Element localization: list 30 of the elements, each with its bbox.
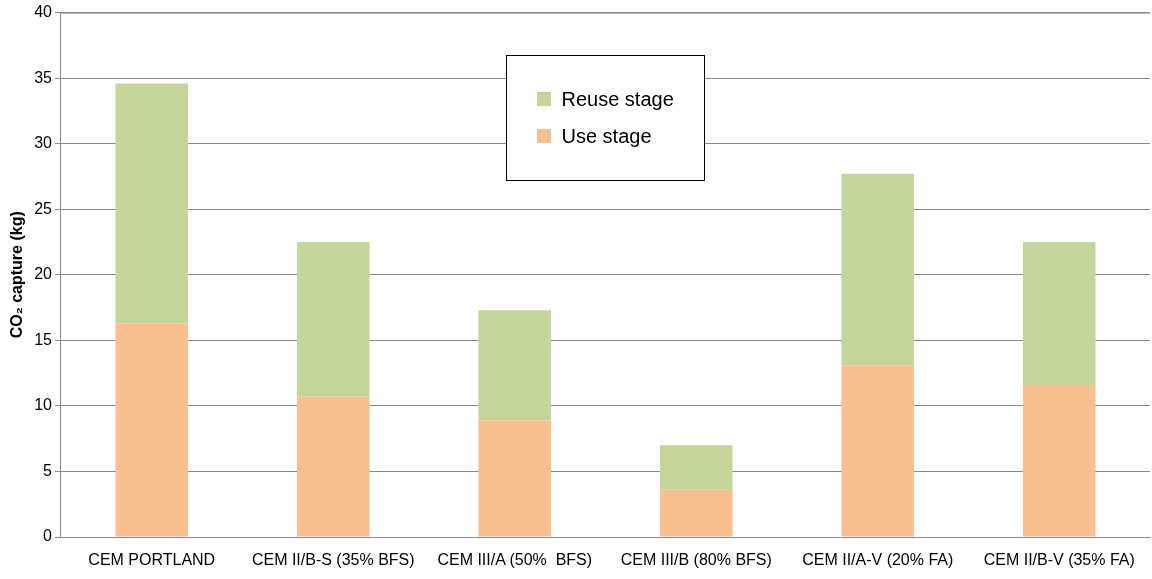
x-tick-label: CEM II/A-V (20% FA) — [802, 551, 954, 569]
y-tick-label: 35 — [34, 68, 53, 86]
legend-label: Reuse stage — [561, 87, 674, 111]
legend-label: Use stage — [561, 124, 652, 148]
bar — [659, 445, 733, 490]
x-tick-label: CEM II/B-V (35% FA) — [983, 551, 1135, 569]
bar — [115, 83, 189, 324]
bar — [296, 242, 370, 397]
y-tick-label: 30 — [34, 134, 53, 152]
y-tick-label: 25 — [34, 199, 53, 217]
x-tick-label: CEM III/A (50% BFS) — [437, 551, 593, 569]
y-tick-label: 40 — [34, 3, 53, 21]
bar — [659, 489, 733, 537]
bar — [841, 365, 915, 537]
bar — [296, 396, 370, 537]
bar — [478, 420, 552, 537]
bar — [841, 173, 915, 366]
y-axis-title: CO₂ capture (kg) — [8, 211, 26, 339]
x-tick-label: CEM PORTLAND — [88, 551, 216, 569]
bar — [115, 323, 189, 537]
y-tick-label: 10 — [34, 396, 53, 414]
y-tick-label: 15 — [34, 330, 53, 348]
bar — [1022, 242, 1096, 385]
y-tick-label: 20 — [34, 265, 53, 283]
bar — [478, 310, 552, 421]
bar — [1022, 384, 1096, 537]
y-tick-label: 5 — [43, 461, 53, 479]
x-tick-label: CEM III/B (80% BFS) — [620, 551, 772, 569]
x-tick-label: CEM II/B-S (35% BFS) — [251, 551, 415, 569]
y-tick-label: 0 — [43, 527, 53, 545]
